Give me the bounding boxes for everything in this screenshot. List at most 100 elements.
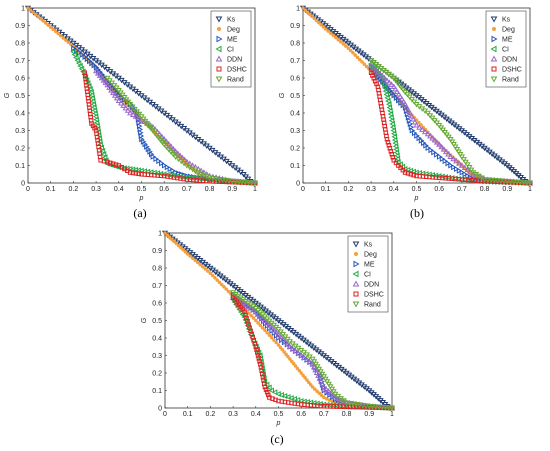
legend-marker: [491, 35, 498, 43]
data-point: [310, 385, 315, 389]
legend-marker: [352, 270, 359, 278]
data-point: [167, 235, 172, 239]
data-point: [451, 164, 457, 171]
data-point: [174, 241, 179, 246]
x-tick-label: 0.8: [342, 411, 352, 418]
data-point: [295, 366, 300, 371]
data-point: [391, 157, 397, 163]
x-tick-label: 1: [528, 186, 532, 193]
data-point: [92, 110, 98, 117]
data-point: [439, 155, 446, 162]
data-point: [315, 366, 323, 373]
chart-panel-c: 0 0.1 0.2 0.3 0.4 0.5 0.6 0.7 0.8 0.9 1 0 0.1 0.2 0.3 0…: [137, 225, 412, 451]
data-point: [313, 387, 317, 391]
data-point: [392, 86, 399, 92]
data-point: [165, 233, 170, 237]
data-point: [136, 171, 141, 177]
data-point: [59, 34, 63, 38]
data-point: [264, 319, 271, 326]
data-point: [327, 384, 334, 390]
data-point: [320, 374, 327, 380]
data-point: [247, 311, 251, 315]
x-tick-label: 0.6: [296, 411, 306, 418]
y-tick-label: 0: [21, 181, 25, 188]
data-point: [310, 14, 314, 19]
data-point: [286, 343, 293, 350]
y-tick-label: 0.4: [152, 336, 162, 343]
data-point: [100, 77, 107, 83]
data-point: [403, 104, 410, 110]
data-point: [226, 178, 233, 184]
y-tick-label: 1: [296, 6, 300, 13]
data-point: [388, 148, 394, 154]
legend: Ks Deg ME CI DDN DSHC Rand: [347, 235, 389, 313]
legend: Ks Deg ME CI DDN DSHC Rand: [485, 10, 527, 88]
data-point: [315, 372, 322, 378]
data-point: [405, 171, 411, 176]
data-point: [462, 159, 469, 166]
data-point: [183, 250, 188, 254]
data-point: [424, 130, 431, 137]
data-point: [269, 335, 274, 340]
legend-entry: DSHC: [364, 292, 384, 299]
x-tick-label: 0.6: [159, 186, 169, 193]
data-point: [98, 74, 105, 81]
x-tick-label: 0.2: [206, 411, 216, 418]
series-rand: [104, 75, 259, 187]
data-point: [384, 136, 390, 142]
data-point: [185, 252, 190, 256]
data-point: [379, 73, 386, 79]
data-point: [362, 62, 367, 66]
data-point: [278, 391, 285, 399]
x-axis-label: p: [139, 195, 144, 202]
data-point: [388, 405, 396, 412]
data-point: [305, 378, 309, 382]
data-point: [428, 147, 434, 154]
data-point: [208, 271, 213, 276]
data-point: [69, 42, 73, 47]
data-point: [484, 177, 491, 183]
data-point: [263, 387, 269, 392]
data-point: [329, 392, 337, 398]
data-point: [272, 338, 276, 342]
data-point: [324, 379, 331, 385]
data-point: [398, 165, 403, 171]
series-rand: [230, 290, 396, 412]
legend-box: [210, 10, 252, 88]
x-axis-label: p: [276, 420, 281, 427]
data-point: [170, 237, 174, 242]
data-point: [391, 133, 397, 140]
data-point: [355, 55, 360, 60]
data-point: [416, 124, 423, 130]
data-point: [318, 378, 325, 384]
x-tick-label: 0.7: [457, 186, 467, 193]
data-point: [64, 38, 68, 42]
data-point: [226, 289, 231, 294]
data-point: [222, 177, 229, 184]
data-point: [113, 162, 119, 167]
data-point: [464, 162, 471, 168]
data-point: [255, 350, 260, 355]
data-point: [297, 368, 302, 373]
data-point: [138, 132, 145, 140]
chart-a: 0 0.1 0.2 0.3 0.4 0.5 0.6 0.7 0.8 0.9 1 0 0.1 0.2 0.3 0…: [4, 6, 259, 202]
data-point: [386, 101, 392, 108]
data-point: [277, 333, 284, 340]
data-point: [188, 254, 192, 258]
data-point: [419, 126, 426, 132]
data-point: [93, 67, 100, 74]
data-point: [113, 94, 120, 101]
data-point: [201, 265, 205, 269]
data-point: [392, 140, 398, 147]
data-point: [28, 8, 33, 12]
data-point: [74, 57, 80, 64]
legend-marker: [215, 45, 222, 53]
y-tick-label: 0.3: [152, 353, 162, 360]
data-point: [281, 392, 288, 400]
data-point: [266, 384, 272, 391]
data-point: [460, 157, 467, 163]
data-point: [159, 160, 165, 167]
y-tick-label: 0.4: [15, 111, 25, 118]
data-point: [254, 347, 259, 352]
data-point: [170, 167, 176, 174]
